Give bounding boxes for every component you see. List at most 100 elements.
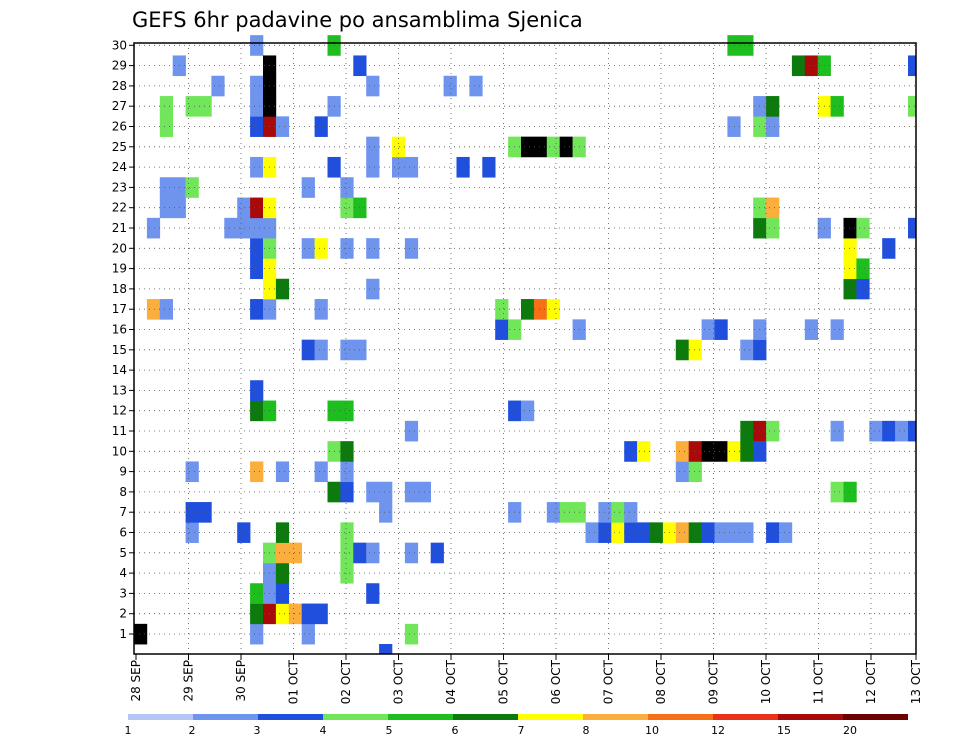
colorbar-label: 10: [645, 724, 659, 737]
heatmap-cell: [766, 197, 780, 219]
heatmap-cell: [908, 96, 917, 117]
x-tick-label: 07 OCT: [602, 659, 616, 704]
heatmap-cell: [701, 319, 715, 340]
heatmap-cell: [521, 299, 535, 320]
colorbar-swatch: [453, 714, 518, 720]
y-tick-label: 18: [112, 282, 127, 296]
heatmap-cell: [624, 502, 638, 523]
y-tick-label: 20: [112, 241, 127, 255]
colorbar-swatch: [323, 714, 388, 720]
colorbar-label: 1: [125, 724, 132, 737]
heatmap-cell: [701, 522, 715, 543]
heatmap-cell: [637, 522, 651, 543]
heatmap-cell: [559, 136, 573, 158]
heatmap-cell: [791, 55, 806, 77]
heatmap-cell: [456, 156, 470, 178]
x-tick-label: 01 OCT: [287, 659, 301, 704]
heatmap-cell: [611, 522, 625, 543]
heatmap-cell: [250, 116, 264, 137]
x-tick-label: 04 OCT: [444, 659, 458, 704]
heatmap-cell: [340, 562, 354, 584]
heatmap-cell: [559, 502, 573, 523]
heatmap-cell: [843, 258, 857, 280]
y-tick-label: 17: [112, 302, 127, 316]
y-tick-label: 4: [119, 566, 127, 580]
grid-layer: [134, 43, 916, 654]
y-tick-label: 24: [112, 160, 127, 174]
heatmap-cell: [830, 481, 844, 503]
heatmap-cell: [856, 278, 870, 300]
y-tick-label: 16: [112, 323, 127, 337]
heatmap-cell: [340, 339, 354, 361]
y-tick-label: 27: [112, 99, 127, 113]
heatmap-cell: [714, 522, 728, 543]
heatmap-cell: [250, 156, 264, 178]
heatmap-cell: [379, 502, 393, 523]
heatmap-cell: [404, 481, 419, 503]
heatmap-cell: [288, 542, 302, 564]
heatmap-cell: [830, 96, 844, 117]
heatmap-cell: [275, 562, 290, 584]
heatmap-cell: [198, 502, 212, 523]
heatmap-cell: [585, 522, 599, 543]
colorbar-label: 2: [189, 724, 196, 737]
heatmap-cell: [624, 441, 638, 462]
plot-frame: [133, 42, 917, 655]
heatmap-cell: [366, 481, 380, 503]
heatmap-cell: [546, 136, 560, 158]
heatmap-cell: [379, 644, 393, 655]
colorbar-label: 15: [777, 724, 791, 737]
heatmap-cell: [275, 278, 290, 300]
colorbar-label: 12: [711, 724, 725, 737]
heatmap-cell: [237, 522, 251, 543]
colorbar-swatch: [648, 714, 713, 720]
heatmap-cell: [314, 603, 328, 625]
heatmap-cell: [546, 502, 560, 523]
heatmap-cell: [740, 441, 754, 462]
heatmap-cell: [766, 522, 780, 543]
heatmap-cell: [856, 217, 870, 239]
heatmap-cell: [185, 522, 199, 543]
heatmap-cell: [392, 156, 406, 178]
heatmap-cell: [340, 542, 354, 564]
heatmap-cell: [314, 238, 328, 259]
cells-layer: [134, 35, 917, 655]
heatmap-cell: [250, 96, 264, 117]
y-tick-label: 3: [119, 586, 127, 600]
y-tick-label: 6: [119, 526, 127, 540]
heatmap-cell: [366, 75, 380, 97]
x-tick-label: 28 SEP: [129, 660, 143, 702]
colorbar-swatch: [193, 714, 258, 720]
heatmap-cell: [250, 75, 264, 97]
heatmap-cell: [250, 238, 264, 259]
heatmap-cell: [314, 461, 328, 483]
heatmap-cell: [185, 461, 199, 483]
heatmap-cell: [340, 400, 354, 422]
heatmap-cell: [288, 603, 302, 625]
colorbar: 1 2 3 4 5 6 7 8 10 12 15 20: [125, 714, 908, 737]
y-tick-label: 12: [112, 404, 127, 418]
heatmap-cell: [714, 441, 728, 462]
x-tick-label: 10 OCT: [759, 659, 773, 704]
heatmap-cell: [250, 197, 264, 219]
heatmap-cell: [275, 603, 290, 625]
heatmap-cell: [250, 583, 264, 604]
x-tick-label: 09 OCT: [707, 659, 721, 704]
heatmap-cell: [250, 603, 264, 625]
y-tick-label: 25: [112, 140, 127, 154]
y-tick-label: 1: [119, 627, 127, 641]
heatmap-cell: [830, 420, 844, 442]
heatmap-cell: [146, 299, 161, 320]
heatmap-cell: [740, 339, 754, 361]
heatmap-cell: [340, 522, 354, 543]
heatmap-cell: [250, 217, 264, 239]
heatmap-cell: [366, 542, 380, 564]
colorbar-label: 6: [452, 724, 459, 737]
heatmap-cell: [250, 461, 264, 483]
heatmap-cell: [301, 238, 315, 259]
heatmap-cell: [159, 197, 173, 219]
heatmap-cell: [340, 481, 354, 503]
heatmap-cell: [843, 481, 857, 503]
heatmap-cell: [340, 461, 354, 483]
